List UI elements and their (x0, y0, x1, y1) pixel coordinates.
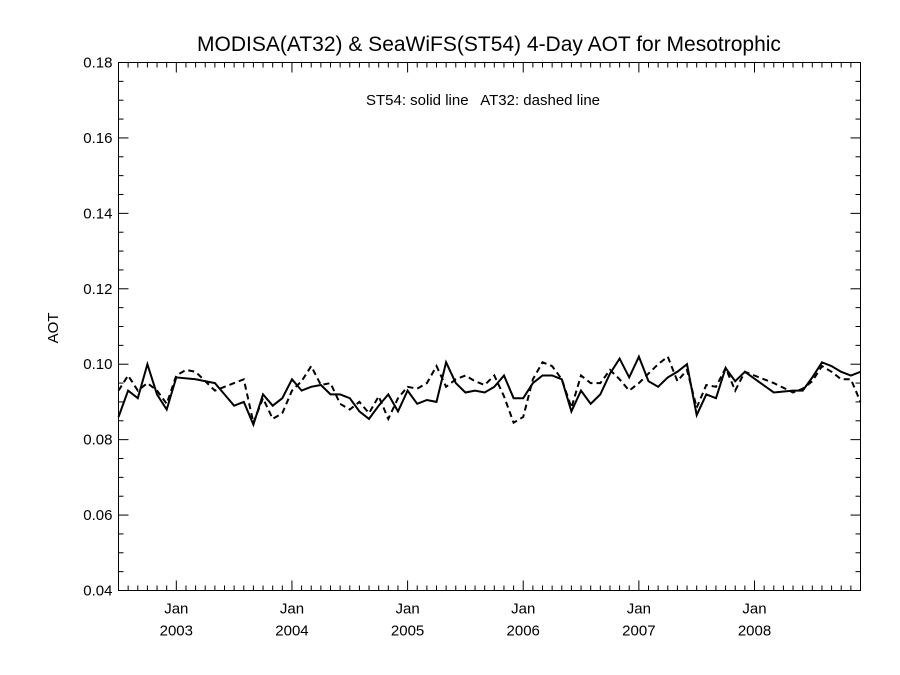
y-tick-label: 0.06 (83, 507, 112, 524)
x-ticks: Jan 2003 Jan 2004 Jan 2005 Jan 2006 Jan 2007 Jan 20… (118, 62, 861, 640)
x-tick-year-label: 2008 (738, 623, 771, 640)
y-tick-label: 0.10 (83, 356, 112, 373)
x-tick-month-label: Jan (511, 601, 535, 618)
series-layer (117, 354, 862, 428)
y-tick-label: 0.18 (83, 55, 112, 72)
plot-frame (118, 62, 861, 591)
y-axis-label: AOT (45, 313, 62, 344)
y-ticks: 0.04 0.06 0.08 0.10 0.12 0.14 0.16 0.18 (83, 55, 861, 600)
x-tick-month-label: Jan (164, 601, 188, 618)
x-tick-year-label: 2004 (275, 623, 308, 640)
y-tick-label: 0.04 (83, 583, 112, 600)
x-tick-year-label: 2006 (507, 623, 540, 640)
x-tick-month-label: Jan (742, 601, 766, 618)
x-tick-year-label: 2007 (622, 623, 655, 640)
series-line-st54 (117, 354, 861, 428)
y-tick-label: 0.16 (83, 130, 112, 147)
x-tick-month-label: Jan (395, 601, 419, 618)
x-tick-year-label: 2003 (160, 623, 193, 640)
y-tick-label: 0.08 (83, 432, 112, 449)
x-tick-year-label: 2005 (391, 623, 424, 640)
x-tick-month-label: Jan (280, 601, 304, 618)
y-tick-label: 0.14 (83, 205, 112, 222)
x-tick-month-label: Jan (627, 601, 651, 618)
series-annotation: ST54: solid line AT32: dashed line (366, 92, 600, 109)
series-line-at32 (117, 355, 862, 427)
chart-title: MODISA(AT32) & SeaWiFS(ST54) 4-Day AOT f… (197, 33, 781, 56)
y-tick-label: 0.12 (83, 281, 112, 298)
